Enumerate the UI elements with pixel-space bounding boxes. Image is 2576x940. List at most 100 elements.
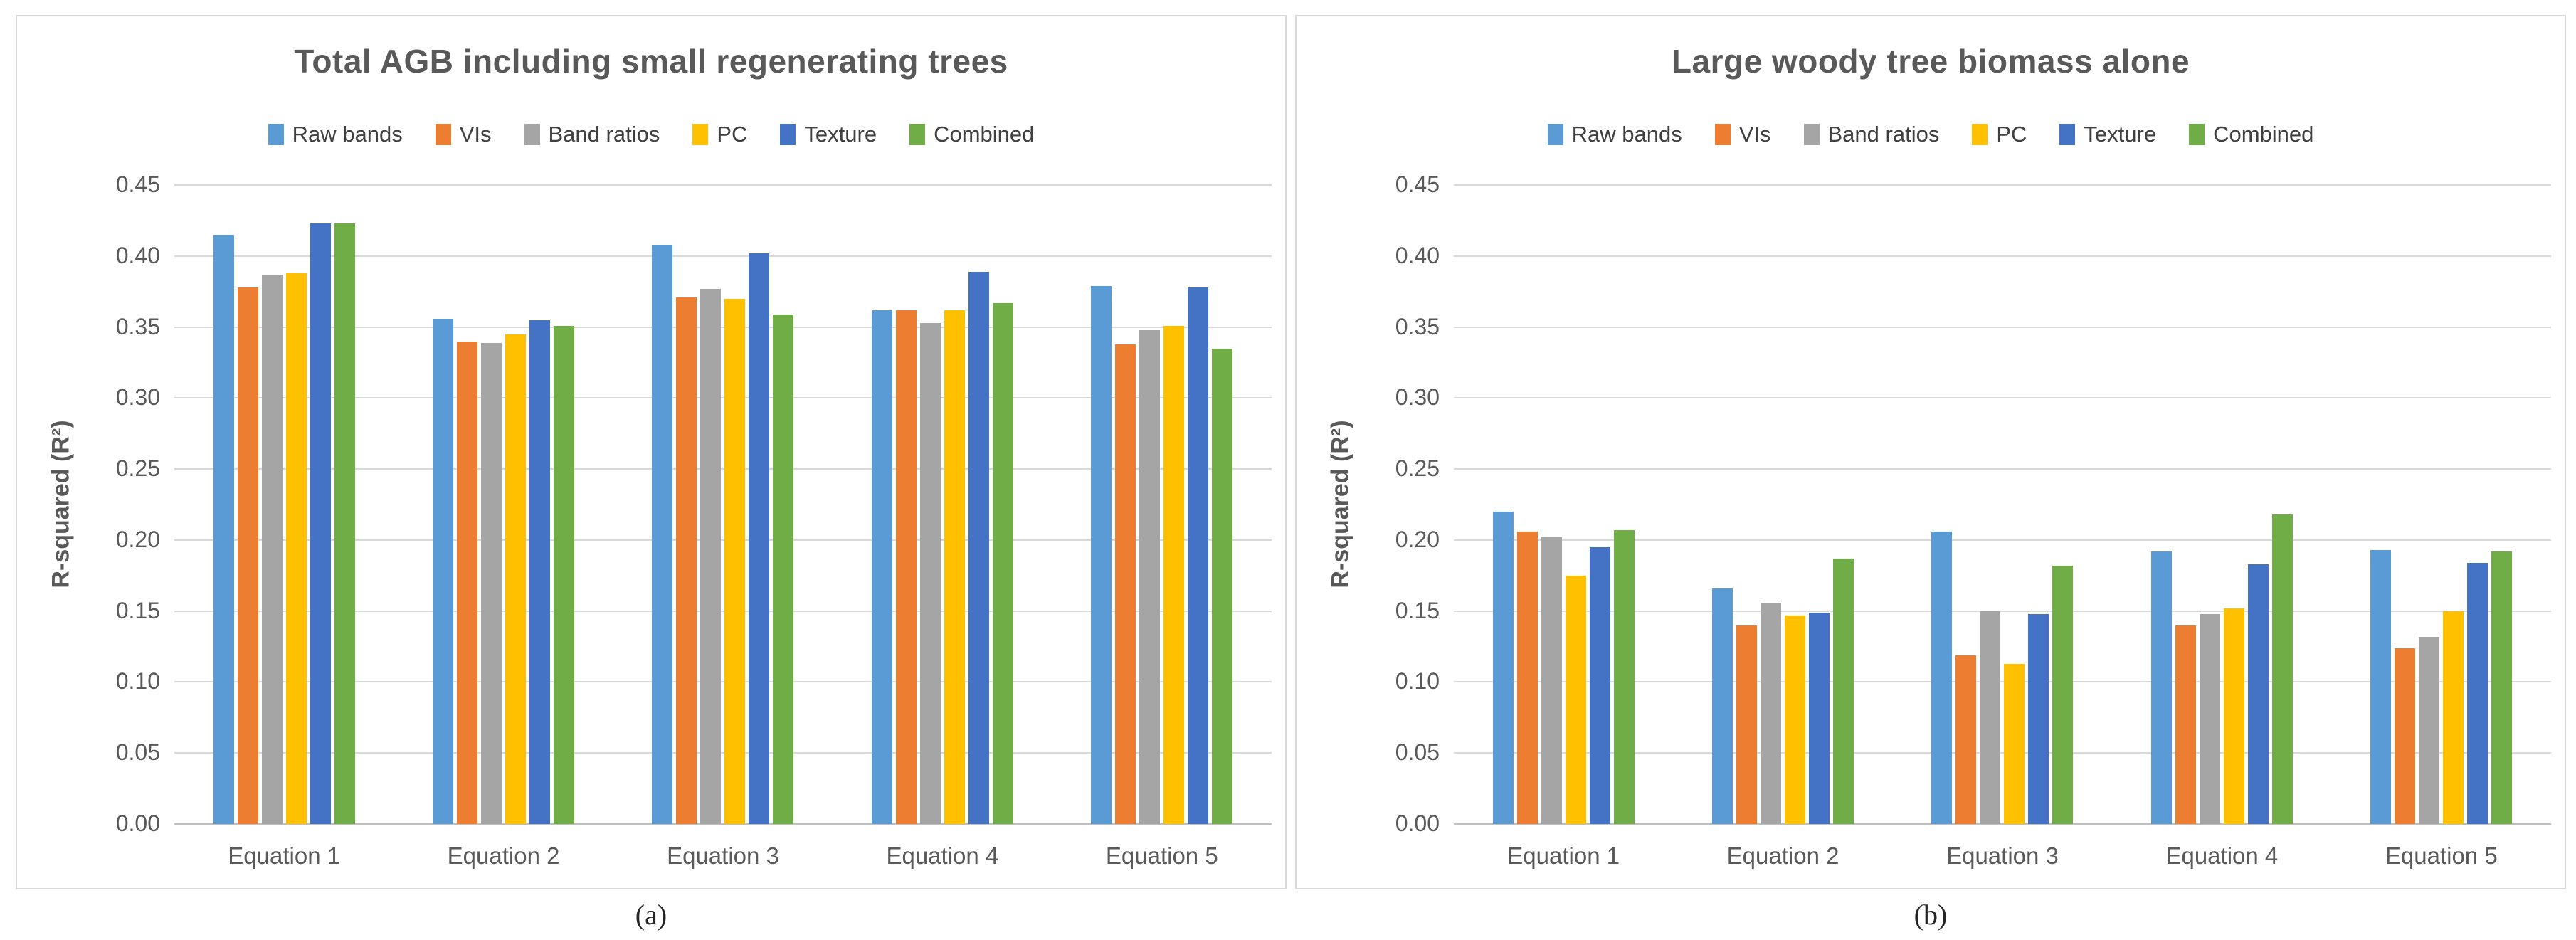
bar (1115, 344, 1136, 824)
legend-item: VIs (435, 122, 492, 147)
legend-item: Band ratios (524, 122, 660, 147)
bar (1712, 588, 1733, 824)
legend-item: PC (692, 122, 747, 147)
bar (944, 310, 965, 824)
legend-item: Texture (780, 122, 877, 147)
legend-swatch-icon (780, 124, 796, 145)
bar (433, 318, 454, 824)
y-tick-label: 0.15 (115, 597, 160, 623)
bar (773, 314, 794, 824)
gridline (174, 610, 1272, 612)
bar (1492, 511, 1514, 824)
bar (2199, 613, 2220, 824)
legend-item: Raw bands (268, 122, 403, 147)
bar (1589, 546, 1610, 824)
legend-item: Texture (2059, 122, 2156, 147)
bar (2004, 663, 2025, 824)
legend: Raw bands VIs Band ratios PC Texture Combined (1297, 122, 2565, 147)
bar (1091, 285, 1112, 824)
bar-group (833, 185, 1052, 824)
x-tick-label: Equation 4 (2165, 843, 2279, 869)
legend-label: Combined (2213, 122, 2314, 147)
chart-title: Total AGB including small regenerating t… (294, 43, 1008, 80)
y-tick-label: 0.20 (1395, 526, 1440, 552)
x-tick-label: Equation 5 (2385, 843, 2498, 869)
bar (285, 273, 307, 824)
bar (2395, 648, 2416, 824)
bar-group (2112, 185, 2331, 824)
legend-item: Combined (909, 122, 1034, 147)
bar (2491, 551, 2513, 824)
chart-panel-b: Large woody tree biomass alone Raw bands… (1295, 15, 2566, 889)
legend-swatch-icon (1972, 124, 1988, 145)
gridline (174, 184, 1272, 186)
bar-group (1673, 185, 1892, 824)
y-axis-title: R-squared (R²) (1326, 420, 1354, 588)
y-tick-label: 0.30 (1395, 384, 1440, 411)
legend-label: Texture (804, 122, 877, 147)
bar (2028, 613, 2049, 824)
bar (1212, 348, 1233, 824)
bar (2443, 611, 2464, 824)
y-tick-label: 0.35 (115, 313, 160, 339)
bar (1163, 325, 1185, 824)
bar (310, 223, 331, 824)
y-tick-label: 0.45 (1395, 171, 1440, 197)
y-tick-label: 0.10 (115, 668, 160, 695)
x-tick-label: Equation 1 (1507, 843, 1620, 869)
bar (895, 310, 917, 824)
bar (213, 234, 234, 824)
bar (1931, 531, 1953, 824)
bar (992, 302, 1013, 824)
x-tick-label: Equation 2 (447, 843, 560, 869)
gridline (1454, 681, 2551, 683)
bar (1541, 537, 1562, 824)
legend-swatch-icon (524, 124, 540, 145)
x-tick-label: Equation 2 (1726, 843, 1839, 869)
chart-title: Large woody tree biomass alone (1671, 43, 2190, 80)
bar (481, 342, 502, 824)
bar (1809, 612, 1830, 824)
gridline (1454, 255, 2551, 257)
legend-label: Raw bands (292, 122, 403, 147)
bar (700, 288, 722, 824)
bar (1955, 655, 1977, 824)
bar (1139, 329, 1161, 824)
legend-label: VIs (1738, 122, 1771, 147)
y-axis-title: R-squared (R²) (47, 420, 75, 588)
bar (871, 310, 892, 824)
legend-label: Combined (934, 122, 1035, 147)
caption-a: (a) (635, 899, 667, 931)
bar (1980, 611, 2001, 824)
bar (554, 325, 575, 824)
bar (261, 274, 283, 824)
y-tick-label: 0.20 (115, 526, 160, 552)
bar (2419, 636, 2440, 824)
legend: Raw bands VIs Band ratios PC Texture Combined (17, 122, 1285, 147)
bar (334, 223, 355, 824)
x-axis-line (1454, 823, 2551, 825)
y-tick-label: 0.00 (1395, 810, 1440, 836)
legend-swatch-icon (268, 124, 284, 145)
legend-item: VIs (1714, 122, 1771, 147)
gridline (1454, 610, 2551, 612)
bar (2175, 625, 2196, 824)
bar (505, 334, 527, 824)
bar-group (613, 185, 833, 824)
y-tick-label: 0.30 (115, 384, 160, 411)
bar (529, 320, 551, 824)
y-tick-label: 0.35 (1395, 313, 1440, 339)
gridline (1454, 326, 2551, 328)
y-tick-label: 0.45 (115, 171, 160, 197)
chart-panel-a: Total AGB including small regenerating t… (16, 15, 1287, 889)
y-tick-label: 0.05 (1395, 739, 1440, 766)
bar (1785, 615, 1806, 824)
bar (919, 322, 941, 824)
plot-area (1454, 184, 2551, 825)
bar (724, 298, 746, 824)
bar (2271, 514, 2293, 824)
gridline (174, 539, 1272, 541)
bar (2150, 551, 2172, 824)
legend-swatch-icon (909, 124, 926, 145)
bar-group (1454, 185, 1673, 824)
